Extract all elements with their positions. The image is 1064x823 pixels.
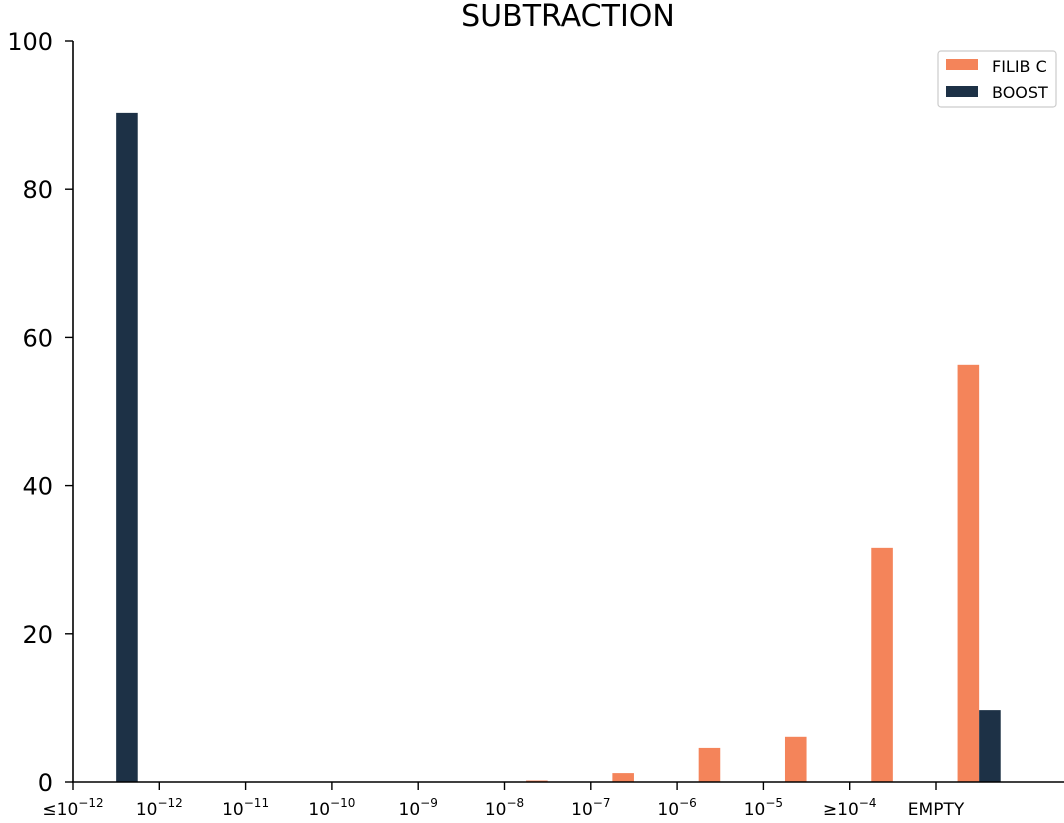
y-ticks-group: 0 20 40 60 80 100 (7, 28, 73, 797)
x-tick-label: EMPTY (908, 800, 965, 820)
bar-filib-c (871, 547, 893, 782)
x-tick-label: 10−7 (571, 796, 610, 820)
bar-filib-c (784, 736, 807, 782)
y-tick-label: 20 (22, 621, 53, 649)
y-tick-label: 60 (22, 324, 53, 352)
x-tick-label: 10−5 (744, 796, 783, 820)
x-tick-label: 10−11 (222, 796, 269, 820)
y-tick-label: 80 (22, 176, 53, 204)
y-tick-label: 0 (38, 769, 53, 797)
legend-label-filib-c: FILIB C (992, 57, 1047, 76)
x-tick-label: 10−12 (136, 796, 183, 820)
legend-swatch-filib-c (946, 59, 978, 70)
bar-boost (979, 710, 1001, 782)
y-tick-label: 100 (7, 28, 53, 56)
bar-filib-c (612, 773, 634, 782)
legend: FILIB C BOOST (937, 50, 1057, 108)
x-tick-label: ≤10−12 (42, 796, 103, 820)
legend-swatch-boost (946, 86, 978, 97)
x-tick-label: 10−6 (657, 796, 696, 820)
x-ticks-group: ≤10−12 10−12 10−11 10−10 10−9 10−8 10−7 10−6 10−… (42, 782, 965, 820)
legend-label-boost: BOOST (992, 83, 1048, 102)
bar-boost (116, 112, 138, 782)
chart-title: SUBTRACTION (461, 0, 675, 34)
bars-group (116, 112, 1001, 782)
x-tick-label: 10−8 (485, 796, 524, 820)
bar-filib-c (698, 747, 721, 782)
bar-filib-c (957, 364, 980, 782)
y-tick-label: 40 (22, 473, 53, 501)
x-tick-label: 10−9 (399, 796, 438, 820)
x-tick-label: 10−10 (308, 796, 355, 820)
x-tick-label: ≥10−4 (823, 796, 877, 820)
